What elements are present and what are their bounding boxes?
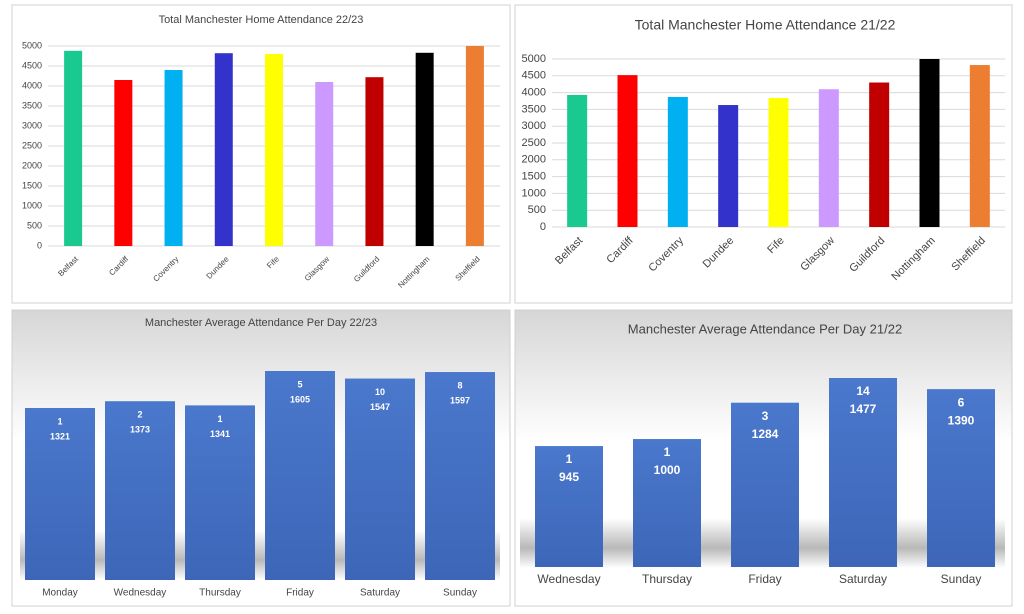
bar	[365, 77, 384, 246]
x-tick-label: Thursday	[199, 588, 241, 599]
bar	[415, 52, 434, 246]
bar	[214, 53, 233, 247]
y-tick-label: 4000	[22, 80, 42, 90]
y-tick-label: 2000	[22, 160, 42, 170]
y-tick-label: 3500	[522, 103, 546, 115]
bar	[718, 105, 739, 227]
y-tick-label: 2000	[522, 154, 546, 166]
y-tick-label: 4500	[22, 60, 42, 70]
bar	[315, 82, 334, 246]
x-tick-label: Friday	[748, 572, 781, 586]
bar	[345, 378, 415, 580]
data-label: 1373	[130, 425, 150, 435]
bar	[919, 59, 940, 227]
bar	[425, 372, 495, 580]
data-label: 1390	[948, 413, 975, 427]
y-tick-label: 500	[27, 220, 42, 230]
bar	[265, 54, 283, 246]
y-tick-label: 1000	[522, 187, 546, 199]
data-label: 945	[559, 470, 579, 484]
bar	[969, 65, 990, 227]
chart-title: Manchester Average Attendance Per Day 22…	[145, 317, 377, 329]
bar	[869, 82, 890, 228]
y-tick-label: 1000	[22, 200, 42, 210]
bar	[633, 439, 701, 567]
x-tick-label: Sunday	[941, 572, 982, 586]
bar	[265, 371, 335, 580]
count-label: 2	[137, 410, 142, 420]
y-tick-label: 5000	[522, 53, 546, 65]
bar	[731, 402, 799, 567]
count-label: 8	[457, 380, 462, 390]
y-tick-label: 1500	[522, 171, 546, 183]
bar	[818, 89, 839, 228]
x-tick-label: Wednesday	[114, 588, 167, 599]
bar	[465, 46, 484, 246]
y-tick-label: 0	[540, 221, 546, 233]
bar	[617, 75, 638, 228]
x-tick-label: Saturday	[839, 572, 887, 586]
count-label: 1	[566, 452, 573, 466]
bar	[829, 378, 897, 567]
data-label: 1477	[850, 402, 877, 416]
x-tick-label: Wednesday	[537, 572, 600, 586]
bar	[114, 80, 133, 246]
bar	[185, 405, 255, 580]
y-tick-label: 4500	[522, 70, 546, 82]
floor-shadow	[20, 530, 500, 580]
y-tick-label: 4000	[522, 87, 546, 99]
count-label: 5	[297, 379, 302, 389]
bar	[927, 389, 995, 567]
panel	[11, 4, 511, 304]
bar	[567, 94, 588, 228]
count-label: 1	[664, 445, 671, 459]
y-tick-label: 0	[37, 240, 42, 250]
y-tick-label: 3000	[522, 120, 546, 132]
bar	[64, 50, 83, 246]
count-label: 1	[217, 414, 222, 424]
y-tick-label: 5000	[22, 40, 42, 50]
bar	[164, 70, 183, 246]
y-tick-label: 2500	[22, 140, 42, 150]
data-label: 1547	[370, 402, 390, 412]
chart-title: Manchester Average Attendance Per Day 21…	[628, 321, 902, 336]
data-label: 1000	[654, 463, 681, 477]
count-label: 6	[958, 395, 965, 409]
y-tick-label: 3500	[22, 100, 42, 110]
y-tick-label: 500	[528, 204, 546, 216]
data-label: 1284	[752, 427, 779, 441]
x-tick-label: Sunday	[443, 588, 477, 599]
chart-title: Total Manchester Home Attendance 22/23	[159, 14, 364, 26]
chart-title: Total Manchester Home Attendance 21/22	[635, 17, 896, 33]
data-label: 1597	[450, 395, 470, 405]
y-tick-label: 1500	[22, 180, 42, 190]
count-label: 1	[57, 416, 62, 426]
x-tick-label: Monday	[42, 588, 78, 599]
data-label: 1341	[210, 429, 230, 439]
x-tick-label: Thursday	[642, 572, 692, 586]
y-tick-label: 3000	[22, 120, 42, 130]
bar	[768, 97, 789, 227]
count-label: 10	[375, 387, 385, 397]
count-label: 14	[856, 384, 870, 398]
bar	[25, 407, 95, 580]
bar	[667, 96, 688, 227]
x-tick-label: Friday	[286, 588, 314, 599]
y-tick-label: 2500	[522, 137, 546, 149]
data-label: 1321	[50, 431, 70, 441]
x-tick-label: Saturday	[360, 588, 400, 599]
bar	[105, 401, 175, 580]
data-label: 1605	[290, 394, 310, 404]
count-label: 3	[762, 409, 769, 423]
bar	[535, 446, 603, 567]
